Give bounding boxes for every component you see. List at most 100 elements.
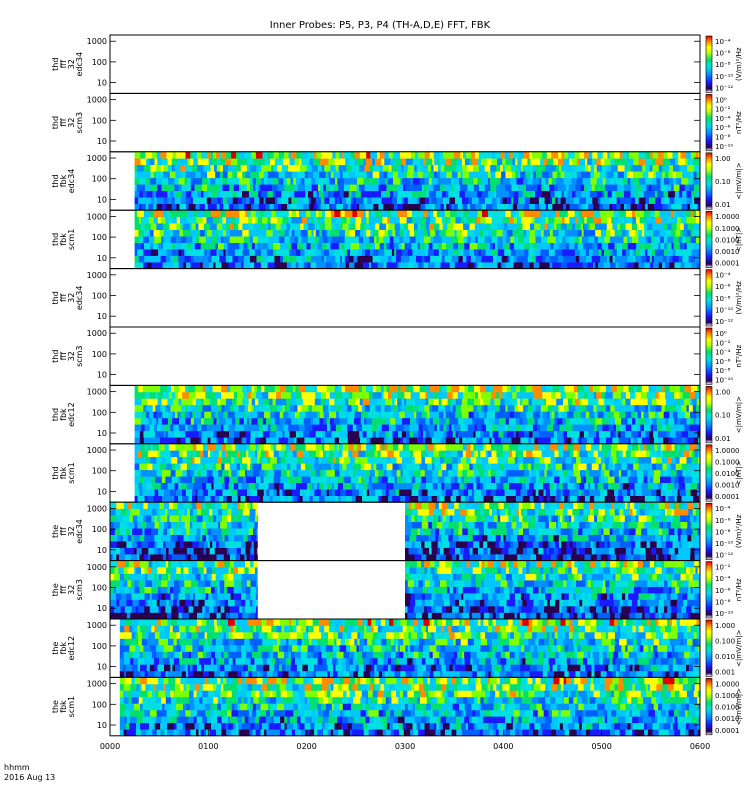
spectrogram-cell [371,456,378,464]
spectrogram-cell [698,249,701,256]
spectrogram-cell [515,249,522,256]
spectrogram-cell [257,216,263,224]
spectrogram-cell [256,541,258,548]
spectrogram-cell [270,456,278,464]
spectrogram-cell [181,151,186,159]
spectrogram-cell [264,411,271,419]
spectrogram-cell [563,203,567,211]
spectrogram-cell [505,158,513,166]
spectrogram-cell [542,417,546,425]
spectrogram-cell [505,404,508,412]
spectrogram-cell [395,417,403,425]
spectrogram-cell [366,443,373,451]
spectrogram-cell [563,469,569,477]
spectrogram-cell [239,528,244,535]
spectrogram-cell [474,391,479,399]
spectrogram-cell [150,223,157,230]
spectrogram-cell [664,249,668,256]
spectrogram-cell [647,489,652,496]
spectrogram-cell [660,469,664,477]
spectrogram-cell [359,203,365,211]
spectrogram-cell [246,385,250,393]
spectrogram-cell [138,385,144,393]
spectrogram-cell [520,437,527,445]
spectrogram-cell [321,255,325,263]
spectrogram-cell [223,249,226,256]
spectrogram-cell [690,443,697,451]
spectrogram-cell [175,391,179,399]
panel-label: thd [51,58,60,71]
spectrogram-cell [236,469,240,477]
spectrogram-cell [377,437,385,445]
spectrogram-cell [548,203,553,211]
spectrogram-cell [441,482,445,490]
spectrogram-cell [473,184,480,191]
spectrogram-cell [145,177,151,185]
spectrogram-cell [178,476,182,483]
spectrogram-cell [549,249,553,256]
spectrogram-cell [342,437,349,445]
spectrogram-cell [311,164,319,172]
spectrogram-cell [544,184,550,191]
spectrogram-cell [246,437,251,445]
spectrogram-cell [636,171,643,179]
spectrogram-cell [210,249,217,256]
spectrogram-cell [477,177,482,185]
spectrogram-cell [258,482,263,490]
spectrogram-cell [512,229,518,237]
spectrogram-cell [677,411,682,419]
spectrogram-cell [323,450,327,458]
spectrogram-cell [465,437,473,445]
spectrogram-cell [140,158,147,166]
spectrogram-cell [690,151,696,159]
spectrogram-cell [468,177,474,185]
spectrogram-cell [226,197,234,204]
spectrogram-cell [218,249,224,256]
spectrogram-cell [563,184,567,191]
spectrogram-cell [276,463,282,471]
spectrogram-cell [200,242,207,250]
spectrogram-cell [645,197,650,204]
spectrogram-cell [233,456,239,464]
spectrogram-cell [444,476,451,483]
spectrogram-cell [252,411,258,419]
spectrogram-cell [335,255,341,263]
spectrogram-cell [253,528,258,535]
spectrogram-cell [606,437,613,445]
spectrogram-cell [190,437,195,445]
spectrogram-cell [513,262,517,269]
spectrogram-cell [255,437,261,445]
spectrogram-cell [336,456,340,464]
spectrogram-cell [529,482,534,490]
spectrogram-cell [321,391,327,399]
spectrogram-cell [641,184,647,191]
spectrogram-cell [692,203,698,211]
spectrogram-cell [515,424,521,432]
y-tick-label: 1000 [87,388,107,397]
spectrogram-cell [662,463,667,471]
spectrogram-cell [185,554,188,561]
spectrogram-cell [180,482,187,490]
spectrogram-cell [510,398,518,406]
spectrogram-cell [294,437,297,445]
spectrogram-cell [606,223,613,230]
spectrogram-cell [198,391,206,399]
spectrogram-cell [284,495,289,503]
spectrogram-cell [597,482,604,490]
spectrogram-cell [257,242,262,250]
spectrogram-cell [183,262,187,269]
spectrogram-cell [206,216,209,224]
spectrogram-cell [321,385,327,393]
spectrogram-cell [588,469,595,477]
spectrogram-cell [451,424,455,432]
spectrogram-cell [162,223,168,230]
spectrogram-cell [630,184,637,191]
spectrogram-cell [444,223,448,230]
spectrogram-cell [573,430,580,438]
spectrogram-cell [475,450,479,458]
spectrogram-cell [537,210,541,217]
spectrogram-cell [457,456,462,464]
spectrogram-cell [688,255,696,263]
spectrogram-cell [356,424,363,432]
spectrogram-cell [388,391,392,399]
